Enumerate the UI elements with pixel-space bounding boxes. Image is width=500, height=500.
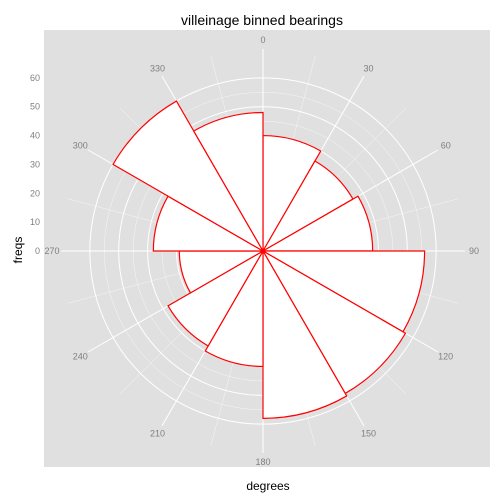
angle-tick-label: 120 <box>438 352 453 362</box>
angle-tick-label: 30 <box>363 63 373 73</box>
angle-tick-label: 330 <box>150 63 165 73</box>
angle-tick-label: 0 <box>260 35 265 45</box>
angle-tick-label: 150 <box>361 429 376 439</box>
angle-tick-label: 90 <box>469 246 479 256</box>
radial-tick-label: 40 <box>30 131 40 141</box>
x-axis-title: degrees <box>246 479 289 493</box>
angle-tick-label: 270 <box>44 246 59 256</box>
bars <box>112 100 426 419</box>
radial-tick-label: 20 <box>30 188 40 198</box>
radial-tick-labels: 0 10 20 30 40 50 60 <box>30 73 40 256</box>
angle-tick-labels: 0 30 60 90 120 150 180 210 240 270 300 330 <box>44 35 479 467</box>
angle-tick-label: 180 <box>255 457 270 467</box>
radial-tick-label: 30 <box>30 159 40 169</box>
angle-tick-label: 60 <box>441 141 451 151</box>
radial-tick-label: 10 <box>30 217 40 227</box>
angle-tick-label: 240 <box>73 352 88 362</box>
bar-wedge <box>112 100 265 253</box>
angle-tick-label: 300 <box>73 141 88 151</box>
radial-tick-label: 60 <box>30 73 40 83</box>
chart-title: villeinage binned bearings <box>181 12 343 28</box>
bar-wedge <box>204 248 264 368</box>
bar-wedge <box>167 249 265 347</box>
angle-tick-label: 210 <box>150 429 165 439</box>
bar-wedge <box>262 248 348 419</box>
bar-wedge <box>192 111 264 254</box>
radial-tick-label: 50 <box>30 102 40 112</box>
radial-tick-label: 0 <box>35 246 40 256</box>
bar-wedge <box>261 249 407 395</box>
y-axis-title: freqs <box>11 237 25 264</box>
